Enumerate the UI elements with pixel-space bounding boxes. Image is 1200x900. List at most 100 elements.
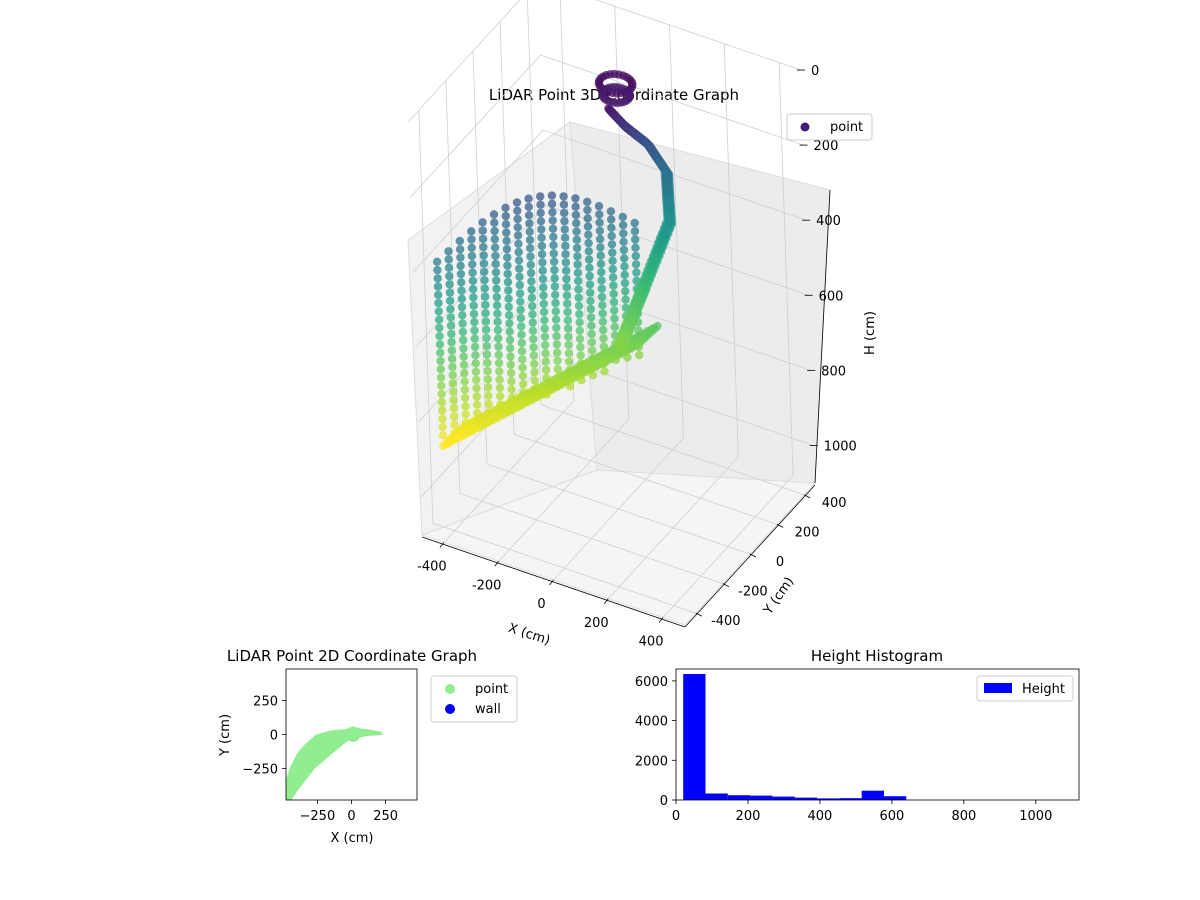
histogram-y-tick-label: 2000 <box>635 754 668 769</box>
scatter-3d-point <box>559 200 569 209</box>
scatter-3d-point <box>493 309 502 318</box>
scatter-3d-point <box>480 292 490 301</box>
scatter-3d-point <box>539 283 548 292</box>
histogram-y-tick-label: 4000 <box>635 715 668 730</box>
scatter-3d-point <box>436 365 445 374</box>
scatter-3d-point <box>562 274 571 284</box>
scatter-3d-point <box>621 295 630 304</box>
scatter-3d-point <box>552 323 561 332</box>
scatter-3d-point <box>596 251 605 260</box>
scatter-3d-point <box>587 329 596 339</box>
legend-2d: point wall <box>430 675 518 723</box>
scatter-3d-point <box>479 259 489 268</box>
scatter-3d-point <box>506 344 515 353</box>
scatter-3d-point <box>457 278 466 287</box>
scatter-3d-point <box>472 375 481 385</box>
scatter-3d-point <box>607 223 616 232</box>
scatter-3d-point <box>484 383 493 392</box>
scatter-3d-point <box>542 390 552 399</box>
scatter-3d-point <box>515 272 524 281</box>
scatter-3d-point <box>608 248 617 257</box>
scatter-3d-point <box>635 350 644 360</box>
scatter-3d-point <box>489 210 499 219</box>
x-tick-3d <box>549 579 554 586</box>
scatter-3d-point <box>479 242 488 252</box>
scatter-3d-point <box>518 355 527 364</box>
scatter-3d-point <box>588 362 597 372</box>
histogram-x-tick-label: 400 <box>808 809 833 824</box>
scatter-3d-point <box>455 245 465 254</box>
scatter-3d-point <box>434 298 443 308</box>
scatter-3d-point <box>435 332 444 341</box>
scatter-3d-point <box>471 367 481 376</box>
scatter-3d-point <box>609 289 618 299</box>
x-tick-label-2d: −250 <box>300 809 336 824</box>
scatter-3d-point <box>504 302 513 312</box>
scatter-3d-point <box>574 293 583 302</box>
histogram-bar <box>683 674 706 800</box>
scatter-3d-point <box>537 233 546 242</box>
scatter-3d-point <box>481 309 490 318</box>
x-tick-label-2d: 250 <box>373 809 398 824</box>
scatter-3d-point <box>450 420 459 429</box>
scatter-3d-point <box>471 351 480 360</box>
scatter-3d-point <box>458 319 467 328</box>
scatter-3d-point <box>433 274 442 283</box>
scatter-3d-point <box>502 244 512 254</box>
scatter-3d-point <box>583 222 593 231</box>
y-tick-label-2d: 250 <box>253 694 278 709</box>
scatter-3d-point <box>460 369 469 378</box>
scatter-3d-point <box>526 252 535 261</box>
histogram-bar <box>817 798 840 800</box>
scatter-3d-point <box>471 359 480 368</box>
grid-line-x <box>607 43 739 600</box>
scatter-3d-point <box>553 364 562 374</box>
scatter-3d-point <box>599 334 608 343</box>
scatter-3d-point <box>563 299 572 308</box>
y-tick-label-3d: 400 <box>822 496 847 511</box>
histogram-ticks: 0 200 400 600 800 1000 0 2000 4000 6000 <box>635 675 1052 824</box>
grid-line-y <box>445 80 724 584</box>
scatter-3d-point <box>513 223 522 232</box>
scatter-3d-point <box>506 352 515 361</box>
scatter-3d-point <box>517 347 527 356</box>
scatter-3d-point <box>619 237 628 246</box>
scatter-3d-point <box>540 332 550 341</box>
scatter-3d-point <box>572 235 581 244</box>
scatter-3d-point <box>585 271 594 281</box>
scatter-3d-point <box>467 251 477 261</box>
x-tick-label-3d: -400 <box>417 560 447 575</box>
scatter-3d-point <box>527 277 536 286</box>
scatter-3d-point <box>435 340 445 349</box>
scatter-3d-point <box>606 207 616 216</box>
scatter-3d-point <box>619 245 629 255</box>
scatter-3d-point <box>576 351 585 360</box>
histogram-bar <box>772 796 795 800</box>
scatter-3d-point <box>448 379 458 388</box>
scatter-3d-point <box>600 367 609 376</box>
scatter-3d-point <box>571 210 581 220</box>
histogram-bar <box>839 798 862 800</box>
scatter-3d-point <box>608 256 617 265</box>
legend-2d-wall-label: wall <box>475 702 501 717</box>
histogram-bars <box>683 674 907 800</box>
scatter-3d-point <box>574 301 584 310</box>
scatter-3d-point <box>461 410 470 419</box>
histogram-x-tick-label: 0 <box>672 809 680 824</box>
scatter-3d-point <box>530 367 539 377</box>
scatter-3d-point <box>609 281 618 290</box>
scatter-3d-point <box>472 400 482 409</box>
x-tick-3d <box>439 542 445 548</box>
scatter-3d-point <box>585 280 595 289</box>
histogram-x-tick-label: 800 <box>951 809 976 824</box>
scatter-3d-point <box>600 358 609 368</box>
scatter-3d-point <box>433 265 442 275</box>
scatter-3d-point <box>480 276 489 285</box>
scatter-3d-point <box>516 305 525 315</box>
scatter-3d-point <box>445 296 455 305</box>
scatter-3d-point <box>502 228 511 237</box>
scatter-3d-point <box>517 338 526 348</box>
scatter-3d-point <box>458 311 467 320</box>
scatter-3d-point <box>539 299 548 308</box>
scatter-3d-point <box>561 250 570 259</box>
